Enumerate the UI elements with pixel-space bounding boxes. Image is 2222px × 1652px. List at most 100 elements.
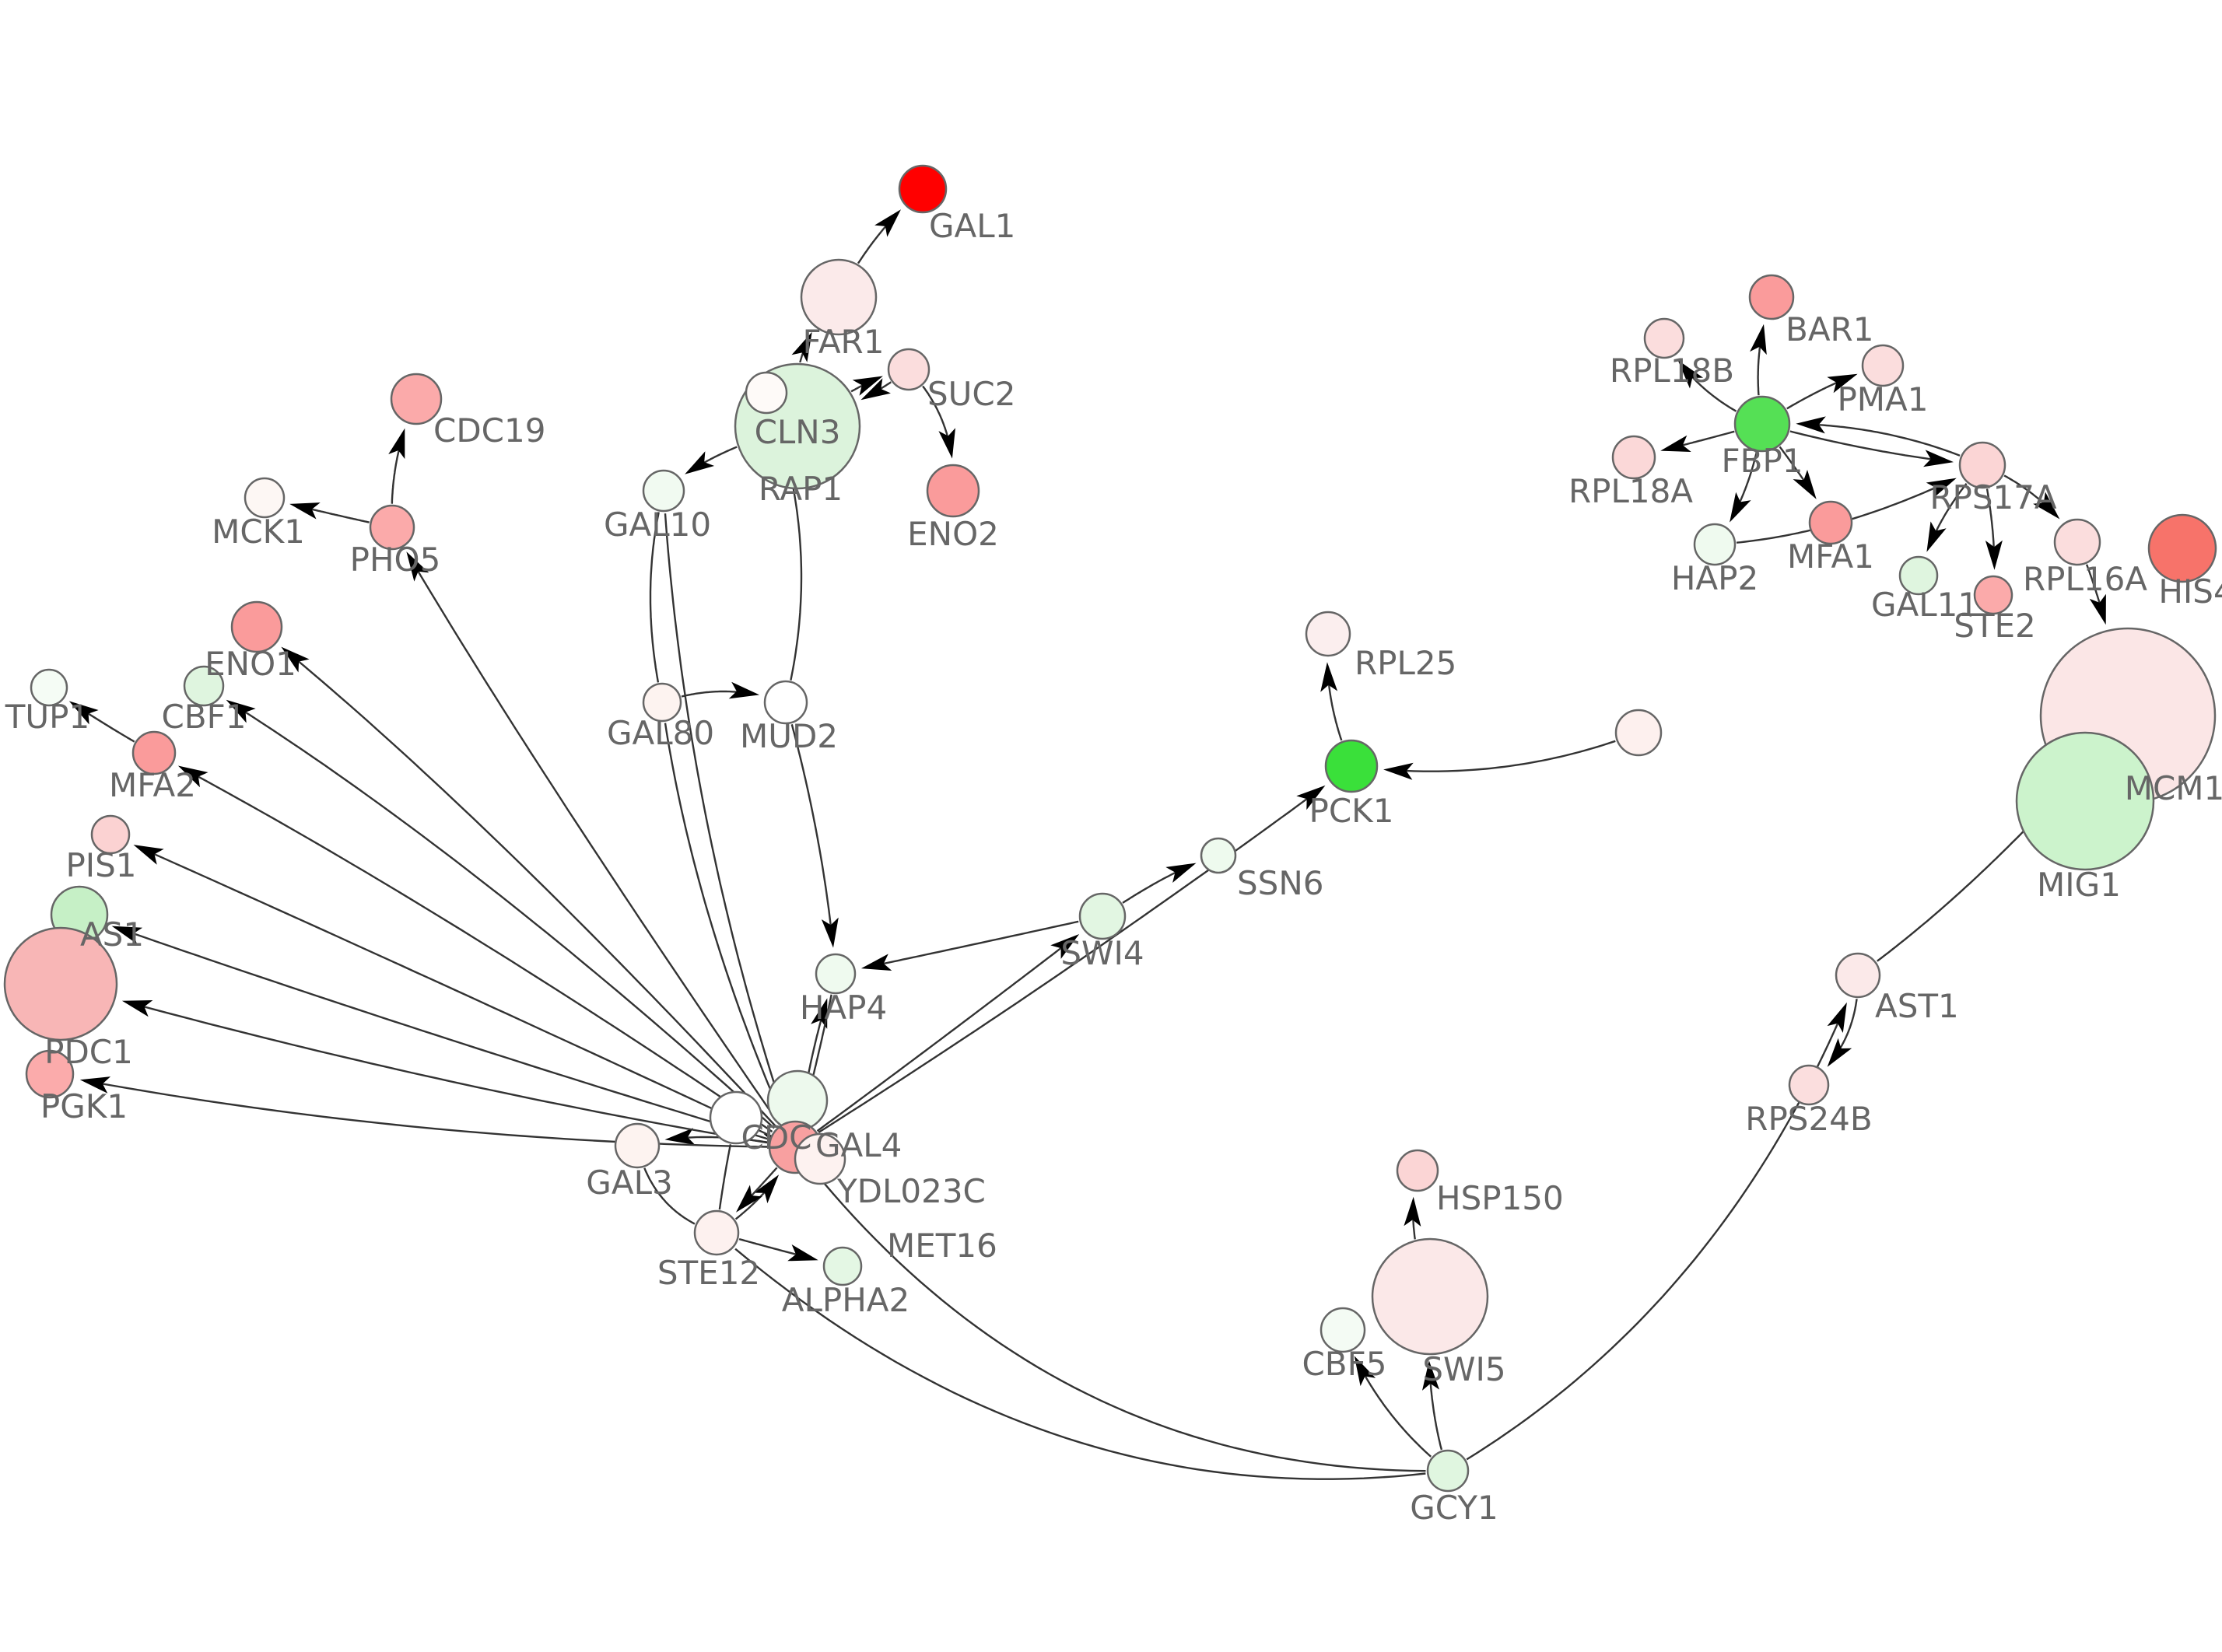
arrowhead-rps17a: [1926, 478, 1957, 499]
edge-gal4-to-eno1: [285, 649, 777, 1128]
node-mfa2[interactable]: [131, 730, 177, 775]
arrowhead-pck1: [1383, 762, 1414, 780]
node-rps17a[interactable]: [1958, 441, 2006, 489]
node-label-ast1: AST1: [1875, 987, 1959, 1025]
node-gcy1[interactable]: [1426, 1449, 1470, 1493]
node-alpha2[interactable]: [822, 1246, 863, 1286]
arrowhead-hap4: [821, 917, 839, 948]
node-suc2[interactable]: [887, 348, 931, 391]
edge-gcy1-to-cbf5: [1356, 1360, 1432, 1458]
node-label-bar1: BAR1: [1786, 310, 1873, 348]
node-ste12[interactable]: [693, 1209, 740, 1256]
edge-gal4-to-gal80: [664, 723, 785, 1122]
edge-gal4-to-as1: [117, 927, 769, 1140]
node-pma1[interactable]: [1861, 344, 1905, 387]
node-cbf5[interactable]: [1320, 1307, 1366, 1353]
arrowhead-eno1: [281, 646, 310, 673]
node-ssn6[interactable]: [1200, 837, 1237, 874]
node-far1[interactable]: [800, 258, 878, 336]
node-rpl25[interactable]: [1305, 611, 1351, 657]
node-hap4[interactable]: [815, 953, 857, 995]
node-label-gal80: GAL80: [607, 714, 714, 752]
node-mig1[interactable]: [2015, 731, 2155, 871]
node-his4[interactable]: [2147, 513, 2217, 583]
node-rap1[interactable]: [745, 371, 788, 415]
arrowhead-pdc1: [121, 1000, 153, 1017]
node-rpl18a[interactable]: [1611, 435, 1656, 480]
node-ydl023c[interactable]: [794, 1132, 846, 1185]
node-hsp150[interactable]: [1396, 1149, 1439, 1192]
edge-mud2-to-hap4: [790, 724, 834, 942]
arrowhead-cdc19: [388, 428, 405, 460]
node-gal10[interactable]: [642, 469, 685, 513]
node-swi4[interactable]: [1078, 892, 1127, 940]
node-label-pho5: PHO5: [350, 541, 441, 579]
node-pgk1[interactable]: [25, 1049, 75, 1099]
node-pho5[interactable]: [369, 504, 415, 551]
node-label-rpl18a: RPL18A: [1568, 472, 1693, 510]
edge-rps17a-to-fbp1: [1802, 422, 1961, 457]
node-ast1[interactable]: [1835, 952, 1881, 999]
arrowhead-swi4: [1050, 934, 1080, 959]
node-label-gal1: GAL1: [929, 207, 1015, 245]
edge-gal4-to-pgk1: [86, 1080, 768, 1148]
node-label-tup1: TUP1: [5, 698, 89, 736]
arrowhead-tup1: [68, 701, 99, 725]
node-label-eno1: ENO1: [205, 645, 296, 683]
edge-gal4-to-pho5: [408, 556, 780, 1125]
node-gal11[interactable]: [1898, 555, 1939, 596]
node-pis1[interactable]: [90, 814, 131, 855]
node-label-rpl25: RPL25: [1355, 644, 1456, 682]
edge-gal4-to-mfa2: [183, 768, 773, 1132]
node-label-fbp1: FBP1: [1721, 442, 1803, 480]
arrowhead-eno2: [938, 428, 955, 459]
node-cdc19[interactable]: [390, 373, 443, 425]
node-label-ydl023c: YDL023C: [836, 1172, 986, 1210]
node-eno1[interactable]: [230, 600, 283, 653]
node-label-cbf5: CBF5: [1302, 1345, 1386, 1383]
node-gal3[interactable]: [614, 1122, 661, 1169]
arrowhead-bar1: [1750, 324, 1767, 355]
node-label-cdc19: CDC19: [433, 411, 545, 450]
node-gal1[interactable]: [898, 164, 948, 214]
node-label-far1: FAR1: [803, 323, 885, 361]
node-label-rap1: RAP1: [759, 470, 843, 508]
arrowhead-gal3: [664, 1128, 696, 1146]
node-label-hap2: HAP2: [1671, 559, 1758, 597]
node-layer[interactable]: [3, 164, 2217, 1493]
node-label-swi4: SWI4: [1060, 934, 1144, 972]
arrowhead-alpha2: [787, 1244, 818, 1262]
node-fbp1[interactable]: [1733, 395, 1791, 453]
node-label-ste2: STE2: [1954, 607, 2036, 645]
node-tup1[interactable]: [30, 668, 68, 707]
node-label-hsp150: HSP150: [1436, 1179, 1564, 1217]
node-label-rpl16a: RPL16A: [2023, 560, 2147, 598]
edge-node_unl1-to-pck1: [1390, 740, 1616, 772]
node-label-pma1: PMA1: [1837, 380, 1928, 418]
arrowhead-gal4: [754, 1174, 780, 1204]
node-label-his4: HIS4: [2158, 572, 2222, 611]
node-eno2[interactable]: [926, 464, 980, 518]
node-rpl16a[interactable]: [2053, 518, 2101, 566]
node-gal80[interactable]: [642, 682, 682, 723]
node-cdc39[interactable]: [709, 1090, 763, 1145]
arrowhead-pck1: [1296, 785, 1326, 810]
node-hap2[interactable]: [1693, 523, 1737, 566]
arrowhead-hsp150: [1404, 1196, 1421, 1227]
node-mck1[interactable]: [244, 477, 286, 519]
node-pdc1[interactable]: [3, 926, 118, 1041]
node-rpl18b[interactable]: [1643, 317, 1685, 359]
node-mud2[interactable]: [763, 680, 808, 725]
arrowhead-swi5: [1422, 1360, 1439, 1391]
node-swi5[interactable]: [1371, 1237, 1489, 1356]
node-ste2[interactable]: [1973, 575, 2013, 615]
node-mfa1[interactable]: [1808, 500, 1853, 545]
arrowhead-rps24b: [1827, 1038, 1852, 1067]
node-rps24b[interactable]: [1788, 1064, 1830, 1106]
node-cbf1[interactable]: [183, 665, 225, 707]
node-label-pck1: PCK1: [1309, 792, 1394, 830]
node-pck1[interactable]: [1324, 739, 1379, 793]
node-node_unl1[interactable]: [1614, 709, 1663, 757]
node-bar1[interactable]: [1748, 274, 1795, 320]
